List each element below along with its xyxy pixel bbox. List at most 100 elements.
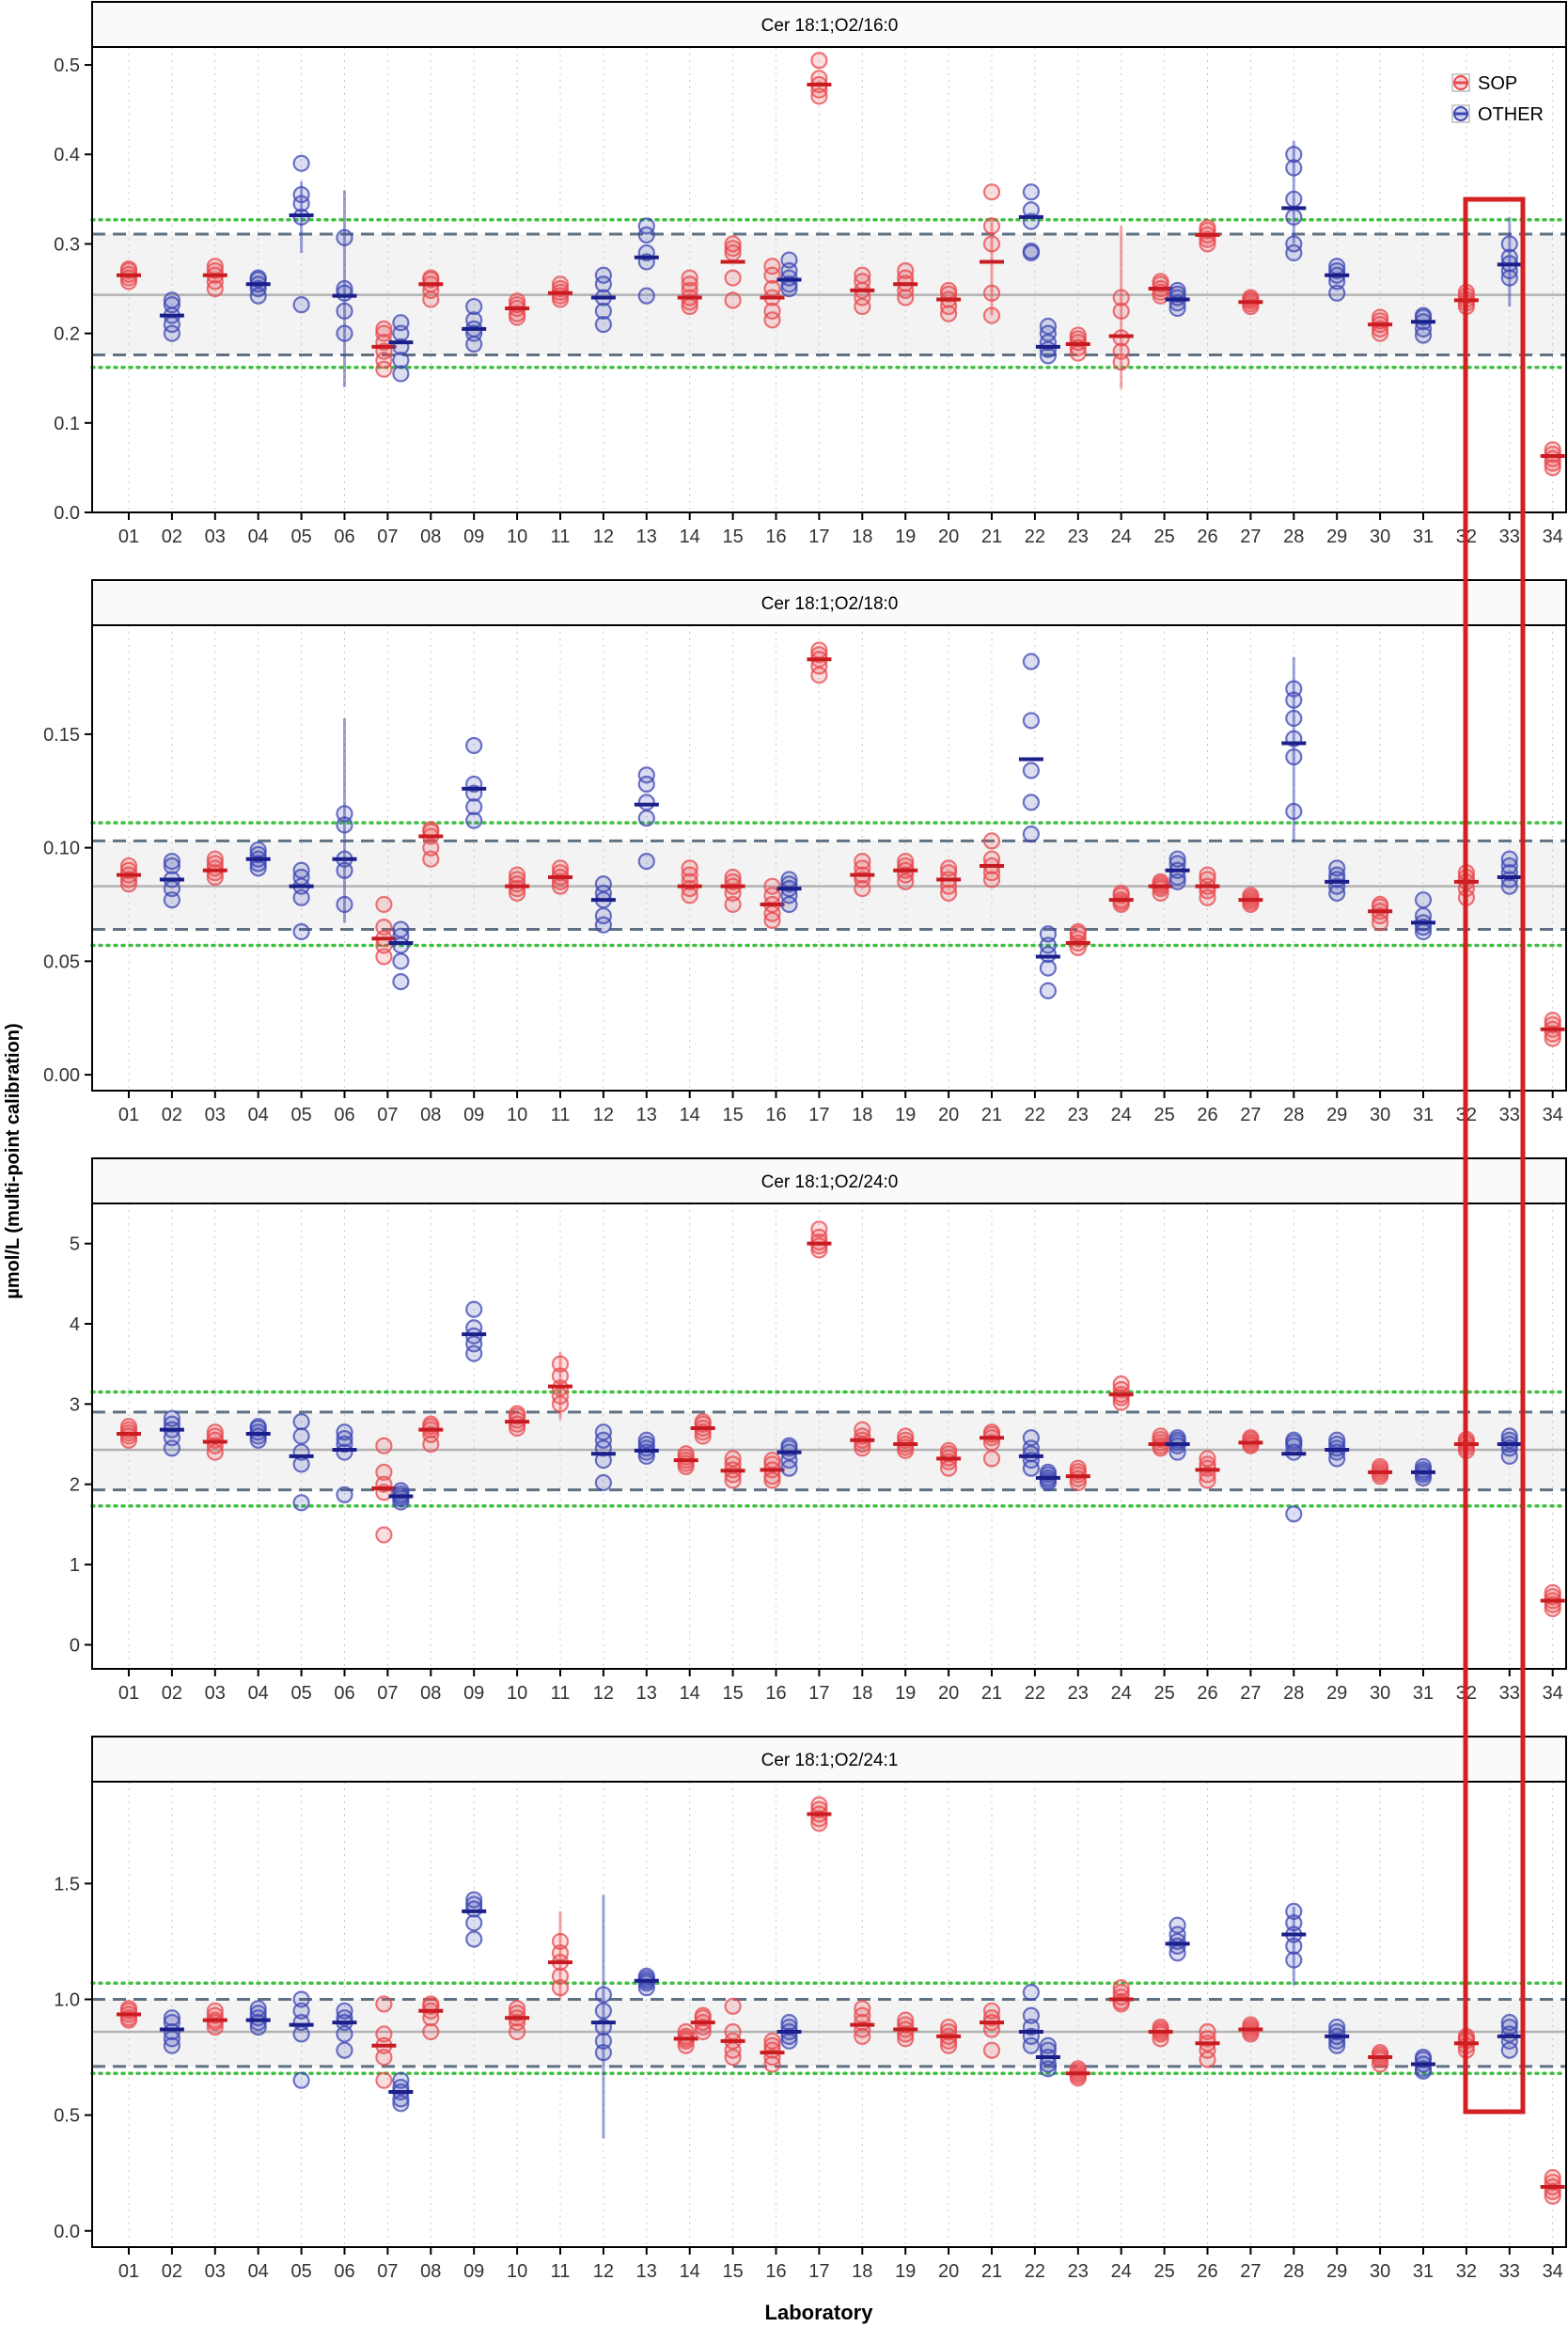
y-tick-label: 0.15	[43, 725, 80, 746]
x-tick-label: 31	[1413, 1105, 1434, 1125]
data-point	[1112, 1375, 1130, 1393]
data-point	[1544, 1012, 1561, 1030]
lab-16-marks	[760, 877, 785, 930]
data-point	[163, 1409, 180, 1427]
x-tick-label: 09	[463, 527, 484, 547]
y-tick-label: 0.10	[43, 839, 80, 859]
data-point	[163, 324, 180, 342]
x-tick-label: 17	[808, 527, 829, 547]
x-tick-label: 14	[680, 1683, 700, 1704]
lab-20-marks	[936, 859, 962, 903]
lab-21-marks	[980, 183, 1004, 324]
x-tick-label: 22	[1025, 2261, 1045, 2282]
x-tick-label: 13	[636, 1105, 657, 1125]
lab-28-marks	[1281, 1902, 1307, 1986]
lab-03-marks	[202, 1423, 227, 1461]
data-point	[681, 275, 698, 293]
x-tick-label: 09	[463, 1105, 484, 1125]
y-tick-label: 0.5	[54, 2106, 80, 2127]
lab-05-marks	[289, 1413, 314, 1512]
lab-22-marks	[1018, 653, 1043, 843]
data-point	[594, 906, 613, 925]
x-tick-label: 20	[938, 1683, 959, 1704]
lab-28-marks	[1281, 140, 1307, 262]
data-point	[1069, 326, 1087, 344]
data-point	[392, 365, 410, 383]
data-point	[1022, 1984, 1041, 2002]
lab-24-marks	[1108, 884, 1134, 914]
lab-14b-marks	[690, 2006, 715, 2041]
x-tick-label: 30	[1370, 1105, 1390, 1125]
data-point	[724, 291, 742, 309]
data-point	[637, 794, 655, 811]
data-point	[594, 1986, 613, 2004]
data-point	[982, 217, 1001, 235]
data-point	[1285, 146, 1303, 164]
x-tick-label: 02	[162, 1105, 182, 1125]
x-tick-label: 32	[1456, 2261, 1477, 2282]
x-tick-label: 17	[808, 1683, 829, 1704]
lab-02-marks	[159, 2009, 184, 2054]
x-tick-label: 25	[1153, 1683, 1174, 1704]
x-tick-label: 15	[722, 527, 743, 547]
data-point	[637, 810, 655, 827]
lab-20-marks	[936, 2018, 962, 2054]
lab-13-marks	[634, 766, 659, 871]
lab-22-marks	[1018, 183, 1043, 262]
lab-05-marks	[289, 861, 314, 941]
lab-25b-marks	[1165, 281, 1190, 318]
data-point	[982, 307, 1001, 324]
lab-14-marks	[677, 269, 702, 316]
x-tick-label: 30	[1370, 1683, 1390, 1704]
x-tick-label: 25	[1153, 527, 1174, 547]
data-point	[551, 1967, 570, 1985]
data-point	[465, 1300, 483, 1318]
data-point	[206, 258, 224, 275]
lab-31-marks	[1411, 891, 1435, 941]
data-point	[1328, 284, 1346, 302]
data-point	[392, 2095, 410, 2113]
data-point	[292, 1427, 310, 1445]
x-tick-label: 01	[118, 2261, 139, 2282]
data-point	[897, 261, 915, 280]
data-point	[1500, 1427, 1518, 1445]
lab-21-marks	[980, 1423, 1004, 1468]
x-tick-label: 10	[507, 2261, 527, 2282]
data-point	[637, 853, 655, 871]
panel-title: Cer 18:1;O2/18:0	[761, 594, 899, 614]
lab-15-marks	[720, 868, 745, 914]
data-point	[594, 2044, 613, 2062]
x-tick-label: 03	[205, 2261, 226, 2282]
data-point	[336, 228, 353, 246]
data-point	[1168, 850, 1186, 868]
lab-23-marks	[1065, 326, 1090, 362]
data-point	[1328, 2018, 1346, 2036]
data-point	[1285, 244, 1303, 262]
panel-strip	[91, 1157, 1567, 1204]
x-tick-label: 07	[377, 527, 398, 547]
data-point	[594, 2032, 613, 2050]
data-point	[1069, 922, 1087, 941]
lab-03-marks	[202, 2002, 227, 2036]
data-point	[810, 52, 828, 70]
lab-18-marks	[850, 2000, 875, 2045]
lab-16b-marks	[776, 251, 802, 298]
lab-07b-marks	[388, 314, 414, 383]
data-point	[1500, 850, 1518, 868]
y-tick-label: 4	[70, 1314, 80, 1335]
data-point	[1285, 1914, 1303, 1932]
data-point	[163, 2009, 180, 2027]
data-point	[982, 183, 1001, 201]
lab-14-marks	[673, 1445, 698, 1476]
x-tick-label: 19	[895, 527, 916, 547]
data-point	[336, 302, 353, 320]
x-tick-label: 09	[463, 2261, 484, 2282]
y-tick-label: 5	[70, 1234, 80, 1255]
lab-29-marks	[1325, 258, 1350, 302]
data-point	[939, 281, 958, 300]
data-point	[375, 360, 393, 378]
y-tick-label: 1.5	[54, 1874, 80, 1895]
data-point	[292, 922, 310, 941]
panel-strip	[91, 1736, 1567, 1783]
data-point	[763, 2032, 781, 2050]
